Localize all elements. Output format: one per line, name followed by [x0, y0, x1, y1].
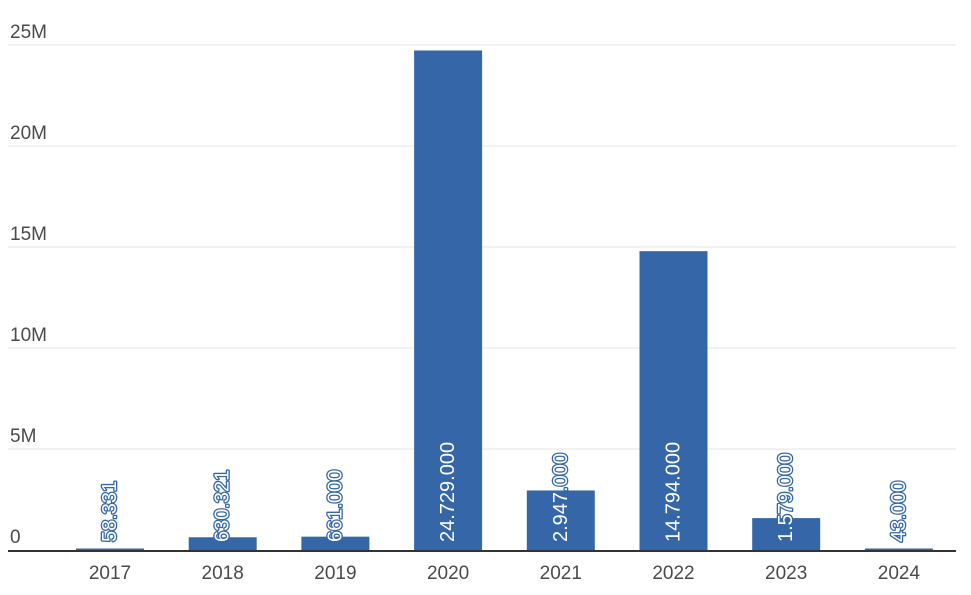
x-tick-label: 2018 [202, 563, 244, 584]
bar-2017 [76, 548, 144, 550]
bar-2020 [414, 50, 483, 550]
x-tick-label: 2020 [427, 563, 469, 584]
y-tick-label: 20M [10, 123, 47, 144]
data-label-2022: 14.794.000 [663, 442, 685, 542]
x-tick-label: 2017 [89, 563, 131, 584]
data-label-2024: 43.000 [888, 481, 910, 542]
x-tick-label: 2022 [652, 563, 694, 584]
y-tick-label: 5M [10, 426, 36, 447]
bars [76, 50, 933, 550]
data-label-2017: 58.331 [99, 481, 121, 542]
bar-2024 [864, 548, 933, 550]
x-tick-label: 2021 [540, 563, 582, 584]
bar-2023 [752, 518, 821, 550]
y-tick-label: 10M [10, 325, 47, 346]
y-tick-label: 25M [10, 22, 47, 43]
bar-2022 [639, 251, 708, 550]
bar-2019 [301, 536, 370, 550]
bar-2018 [188, 537, 257, 550]
x-tick-label: 2019 [314, 563, 356, 584]
x-tick-label: 2023 [765, 563, 807, 584]
data-label-2020: 24.729.000 [437, 442, 459, 542]
y-tick-label: 0 [10, 527, 21, 548]
y-tick-label: 15M [10, 224, 47, 245]
y-axis: 0 5M 10M 15M 20M 25M [10, 22, 47, 548]
data-label-2018: 630.321 [212, 470, 234, 542]
x-tick-label: 2024 [878, 563, 921, 584]
data-label-2021: 2.947.000 [550, 453, 572, 542]
data-label-2023: 1.579.000 [775, 453, 797, 542]
data-label-2019: 661.000 [324, 470, 346, 542]
bar-2021 [526, 490, 595, 550]
x-axis: 2017 2018 2019 2020 2021 2022 2023 2024 [8, 550, 956, 584]
data-labels: 58.331 630.321 661.000 24.729.000 2.947.000 1… [98, 441, 912, 544]
